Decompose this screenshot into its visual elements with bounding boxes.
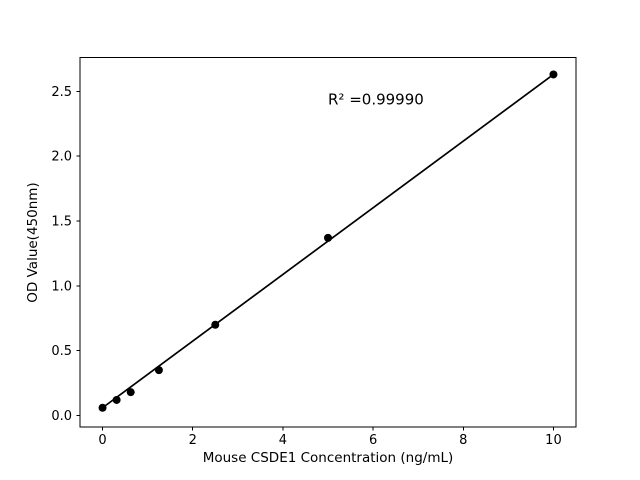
y-tick-label: 2.0 [51,150,72,165]
x-tick-label: 10 [545,433,562,448]
data-point [324,233,332,242]
plot-area [79,57,577,428]
data-point [112,395,121,404]
y-tick-label: 0.5 [51,344,72,359]
x-axis-label: Mouse CSDE1 Concentration (ng/mL) [203,450,454,466]
data-point [98,403,107,412]
data-point [549,70,558,79]
y-axis-label: OD Value(450nm) [25,182,41,302]
x-tick-label: 6 [369,433,377,448]
y-tick-label: 2.5 [51,85,72,100]
x-tick-label: 2 [189,433,197,448]
data-point [126,388,135,397]
data-point [154,366,163,375]
r-squared-annotation: R² =0.99990 [328,90,424,108]
y-tick-label: 1.0 [51,279,72,294]
y-tick-label: 0.0 [51,409,72,424]
data-point [211,320,220,329]
y-tick-label: 1.5 [51,215,72,230]
x-tick-label: 8 [459,433,467,448]
x-tick-label: 4 [279,433,287,448]
x-tick-label: 0 [98,433,106,448]
